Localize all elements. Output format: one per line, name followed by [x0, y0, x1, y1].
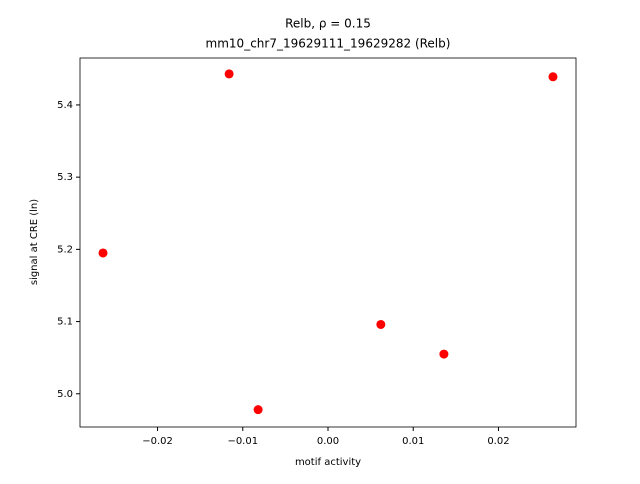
- y-tick-label: 5.2: [57, 244, 73, 255]
- plot-frame: [79, 57, 577, 428]
- x-tick-label: 0.02: [487, 436, 509, 447]
- x-tick-label: −0.02: [142, 436, 173, 447]
- x-tick-label: 0.00: [317, 436, 339, 447]
- y-tick-label: 5.0: [57, 389, 73, 400]
- x-tick-label: 0.01: [402, 436, 424, 447]
- point: [439, 349, 449, 359]
- x-axis-label: motif activity: [295, 457, 361, 468]
- point: [98, 248, 108, 258]
- y-tick-label: 5.4: [57, 100, 73, 111]
- point: [253, 405, 263, 415]
- y-tick-label: 5.3: [57, 172, 73, 183]
- chart-subtitle: mm10_chr7_19629111_19629282 (Relb): [206, 37, 451, 51]
- x-tick-label: −0.01: [227, 436, 258, 447]
- point: [224, 69, 234, 79]
- y-tick-label: 5.1: [57, 317, 73, 328]
- point: [376, 319, 386, 329]
- y-axis-label: signal at CRE (ln): [29, 199, 40, 285]
- chart-title: Relb, ρ = 0.15: [285, 17, 371, 31]
- point: [548, 72, 558, 82]
